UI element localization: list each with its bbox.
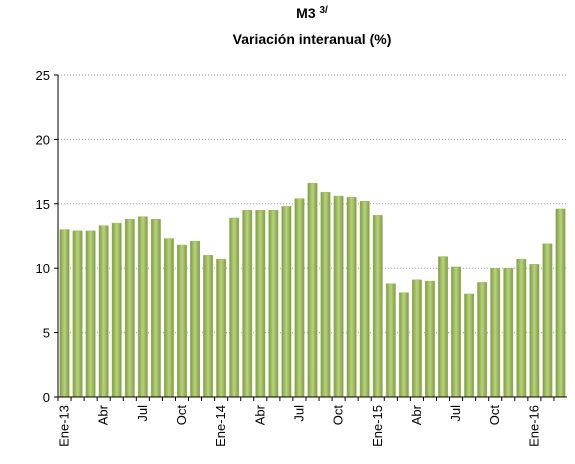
y-tick-label: 0 [43,390,50,405]
bar [542,243,553,398]
x-tick-label: Oct [331,405,346,426]
bar [124,219,135,398]
bar [555,208,566,398]
bar [98,225,109,398]
bar [372,215,383,398]
bar [150,219,161,398]
bar [242,209,253,398]
bar [320,191,331,398]
bar [425,280,435,398]
x-tick-label: Abr [409,404,424,425]
bar [346,197,357,398]
bar [411,279,422,398]
bar [333,195,344,398]
chart-title: M3 3/ [296,5,328,21]
y-tick-label: 25 [36,68,50,83]
chart-subtitle: Variación interanual (%) [233,31,392,47]
bar [190,240,200,398]
y-tick-label: 15 [36,197,50,212]
bar [163,238,174,398]
bar [177,244,187,398]
x-tick-label: Oct [487,405,502,426]
x-tick-label: Abr [252,404,267,425]
bar [268,209,279,398]
x-tick-label: Ene-13 [57,405,72,447]
x-tick-label: Oct [174,405,189,426]
x-tick-label: Jul [448,405,463,422]
bar [111,222,122,398]
y-tick-label: 10 [36,261,50,276]
bar [398,292,409,398]
bar [137,216,148,398]
bar [72,230,83,398]
x-tick-label: Ene-16 [526,405,541,447]
bar [529,264,540,398]
x-tick-label: Jul [291,405,306,422]
bar [516,258,527,398]
bar [451,266,462,398]
bar [85,230,96,398]
bar [490,267,501,398]
x-tick-label: Ene-15 [370,405,385,447]
bar [59,229,70,398]
bar [281,206,292,398]
bar [229,217,240,398]
y-tick-label: 5 [43,326,50,341]
y-tick-label: 20 [36,132,50,147]
x-tick-label: Abr [96,404,111,425]
bar [503,267,514,398]
bar [477,282,488,398]
bar [385,283,396,398]
x-tick-label: Jul [135,405,150,422]
bar [438,256,448,398]
bar [464,293,475,398]
bar [294,198,305,398]
bar [216,258,227,398]
bar [255,209,266,398]
bar [307,182,318,398]
bar [203,255,214,398]
bar [359,200,370,398]
x-tick-label: Ene-14 [213,405,228,447]
